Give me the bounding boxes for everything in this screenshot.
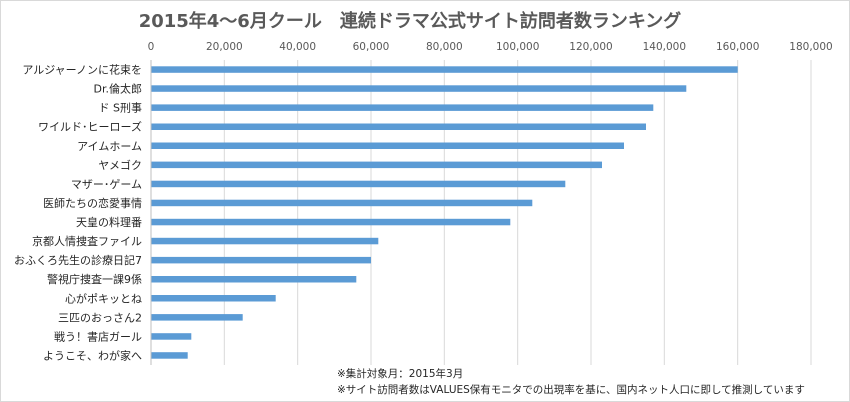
- bar: [151, 180, 566, 188]
- x-tick-label: 40,000: [279, 41, 316, 53]
- chart-title: 2015年4～6月クール 連続ドラマ公式サイト訪問者数ランキング: [139, 10, 682, 32]
- category-label: 天皇の料理番: [76, 215, 142, 229]
- x-tick-label: 60,000: [353, 41, 390, 53]
- category-label: Dr.倫太郎: [94, 82, 142, 96]
- x-tick-label: 100,000: [496, 41, 539, 53]
- bar: [151, 237, 379, 245]
- bar: [151, 104, 654, 111]
- bar: [151, 256, 371, 264]
- bar: [151, 276, 357, 283]
- category-label: アイムホーム: [77, 140, 142, 153]
- bar: [151, 333, 192, 340]
- x-tick-label: 160,000: [716, 41, 759, 53]
- x-tick-label: 180,000: [789, 41, 832, 53]
- category-label: ド S刑事: [99, 102, 142, 115]
- x-tick-label: 140,000: [643, 41, 686, 53]
- bar: [151, 123, 646, 130]
- bar: [151, 66, 738, 73]
- category-label: 三匹のおっさん2: [58, 311, 142, 324]
- category-label: 心がポキッとね: [65, 291, 142, 305]
- category-label: 京都人情捜査ファイル: [32, 234, 142, 248]
- bar: [151, 218, 511, 226]
- bar: [151, 161, 602, 169]
- bar: [151, 295, 276, 302]
- note-estimation-method: ※サイト訪問者数はVALUES保有モニタでの出現率を基に、国内ネット人口に即して…: [337, 383, 805, 396]
- bar: [151, 199, 533, 207]
- category-label: 警視庁捜査一課9係: [47, 272, 142, 286]
- category-label: ワイルド･ヒーローズ: [38, 120, 142, 134]
- category-label: マザー･ゲーム: [71, 178, 142, 191]
- x-tick-label: 120,000: [569, 41, 612, 53]
- x-axis-ticks: 0 20,000 40,000 60,000 80,000 100,000 120,000 1…: [148, 41, 833, 53]
- bar: [151, 314, 243, 321]
- category-label: ヤメゴク: [98, 158, 142, 172]
- category-label: ようこそ、わが家へ: [43, 349, 142, 363]
- x-tick-label: 0: [148, 41, 155, 53]
- x-tick-label: 20,000: [206, 41, 243, 53]
- bars: [151, 66, 738, 359]
- bar: [151, 352, 188, 359]
- bar: [151, 85, 687, 92]
- bar: [151, 142, 624, 149]
- category-label: おふくろ先生の診療日記7: [14, 253, 142, 267]
- category-label: 医師たちの恋愛事情: [43, 196, 142, 210]
- x-tick-label: 80,000: [426, 41, 463, 53]
- note-target-month: ※集計対象月：2015年3月: [337, 367, 463, 380]
- category-label: アルジャーノンに花束を: [22, 64, 142, 77]
- category-label: 戦う！書店ガール: [54, 329, 142, 343]
